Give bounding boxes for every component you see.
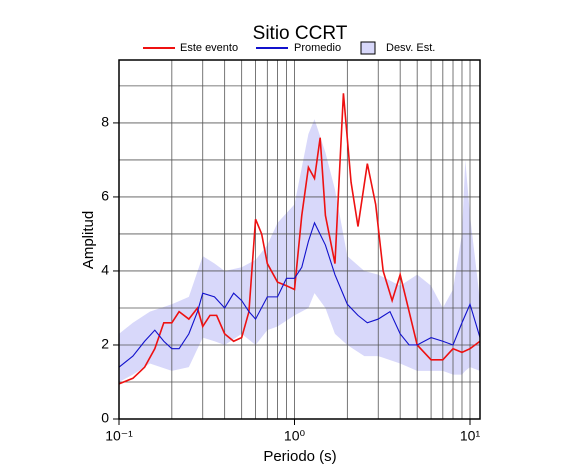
y-tick-label: 0 — [101, 410, 109, 426]
legend-label: Este evento — [180, 42, 238, 54]
series-line — [118, 221, 481, 368]
legend-swatch — [360, 41, 376, 55]
y-axis-label: Amplitud — [80, 211, 97, 269]
y-tick-label: 8 — [101, 114, 109, 130]
y-tick-label: 2 — [101, 336, 109, 352]
x-tick-label: 10¹ — [460, 428, 481, 444]
chart-title: Sitio CCRT — [253, 23, 348, 44]
legend-label: Promedio — [294, 42, 341, 54]
legend-label: Desv. Est. — [386, 42, 435, 54]
x-tick-label: 10⁰ — [284, 428, 306, 444]
series-line — [118, 93, 481, 385]
y-tick-label: 6 — [101, 188, 109, 204]
plot-frame — [118, 59, 481, 420]
std-band — [119, 119, 480, 382]
x-tick-label: 10⁻¹ — [105, 428, 133, 444]
y-tick-label: 4 — [101, 262, 109, 278]
x-axis-label: Periodo (s) — [263, 448, 336, 465]
